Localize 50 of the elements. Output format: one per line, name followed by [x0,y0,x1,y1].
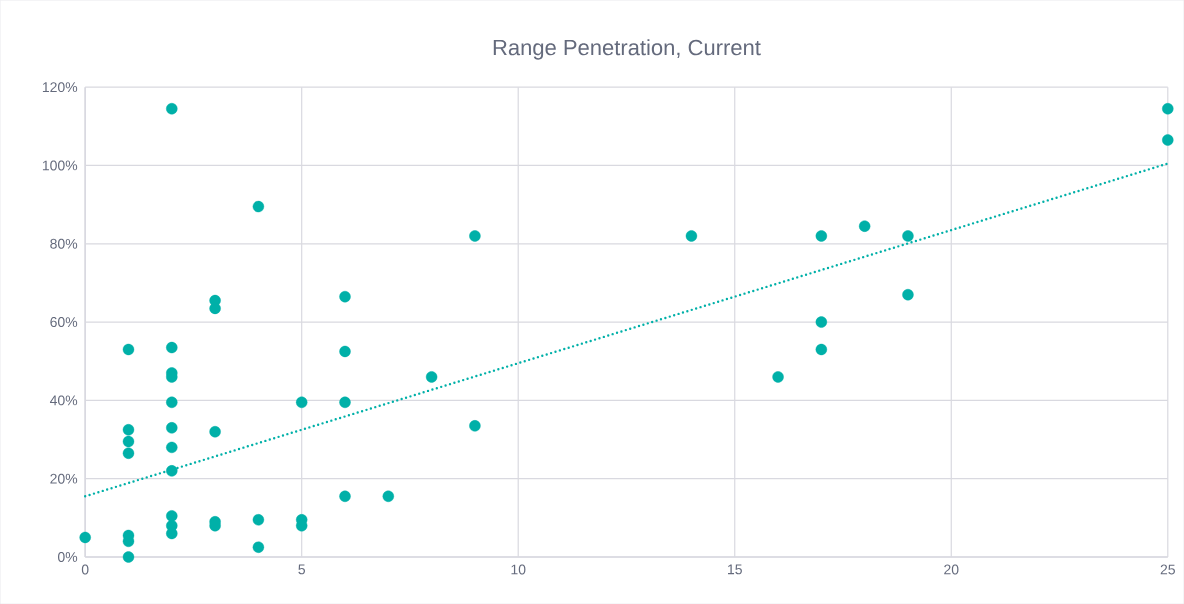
point [685,230,698,242]
point [815,230,828,242]
point [252,514,265,526]
x-tick-label: 0 [81,564,89,575]
point [122,343,135,356]
point [252,541,265,553]
point [166,341,178,354]
point [339,290,351,303]
point [209,425,221,438]
point [166,102,178,115]
x-tick-label: 20 [944,564,959,575]
point [425,371,438,383]
point [122,423,135,436]
x-tick-label: 15 [728,564,742,575]
y-tick-label: 100% [42,160,78,171]
point [166,396,178,408]
point [772,371,784,383]
point [902,288,914,301]
point [469,420,481,432]
point [296,396,308,408]
y-tick-label: 120% [42,82,78,93]
point [815,343,828,356]
y-tick-label: 20% [50,473,78,484]
y-tick-label: 40% [49,395,78,406]
point [122,551,135,563]
point [339,345,351,358]
point [815,316,828,328]
point [1162,134,1174,146]
point [902,230,914,242]
y-tick-label: 60% [50,317,78,327]
point [79,531,91,544]
point [122,435,135,448]
chart-title: Range Penetration, Current [493,39,761,60]
point [339,490,351,502]
point [166,510,178,522]
y-tick-label: 0% [57,551,78,562]
point [858,220,871,232]
x-tick-label: 10 [511,564,526,575]
point [382,490,395,502]
point [122,447,135,459]
x-tick-label: 5 [298,564,306,575]
point [166,441,178,453]
point [252,200,265,213]
point [166,422,178,434]
x-tick-label: 25 [1160,564,1175,575]
point [469,230,481,242]
point [1162,102,1174,115]
y-tick-label: 80% [50,238,78,249]
point [339,396,351,408]
point [166,465,178,477]
